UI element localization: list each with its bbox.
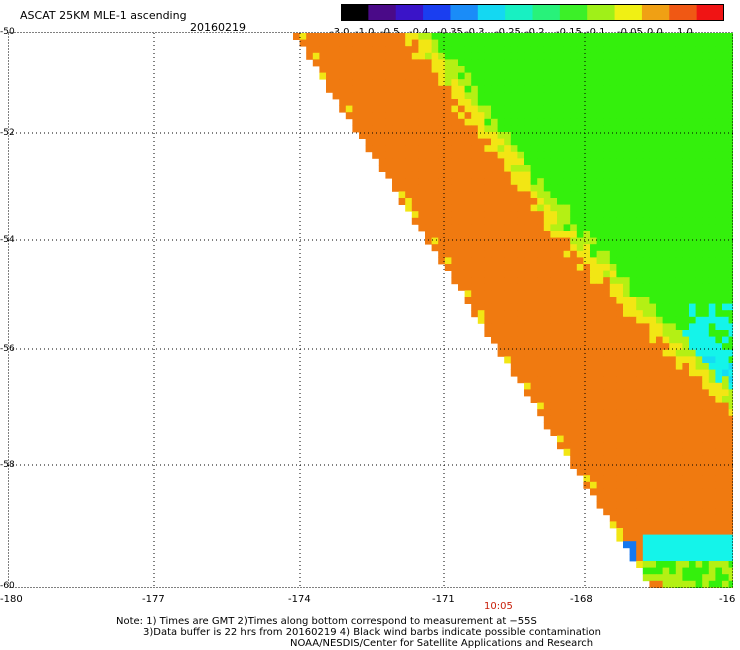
colorbar-tick-label: -0.1: [586, 27, 606, 38]
lon-label-171: -171: [432, 594, 455, 605]
lon-label-174: -174: [288, 594, 311, 605]
colorbar-segment: [368, 4, 397, 21]
colorbar-segment: [587, 4, 616, 21]
lat-label-58: -58: [0, 460, 15, 470]
colorbar-tick-label: -0.3: [465, 27, 485, 38]
note-line-2: 3)Data buffer is 22 hrs from 20160219 4)…: [143, 627, 601, 638]
colorbar-segment: [505, 4, 534, 21]
colorbar-segment: [423, 4, 452, 21]
time-label: 10:05: [484, 601, 513, 612]
colorbar-segment: [477, 4, 506, 21]
colorbar-segment: [532, 4, 561, 21]
lat-label-60: -60: [0, 581, 15, 591]
lon-label-180: -180: [0, 594, 23, 605]
colorbar-tick-label: -1.0: [355, 27, 375, 38]
colorbar-segment: [341, 4, 369, 21]
lon-label-168: -168: [570, 594, 593, 605]
lon-label-165: -16: [719, 594, 736, 605]
colorbar-segment: [614, 4, 643, 21]
colorbar-tick-label: -0.25: [495, 27, 521, 38]
note-line-3: NOAA/NESDIS/Center for Satellite Applica…: [290, 638, 594, 649]
colorbar-tick-label: -0.2: [525, 27, 545, 38]
lat-label-50: -50: [0, 27, 15, 37]
map-frame: [8, 32, 733, 588]
colorbar-frame: [341, 4, 724, 21]
colorbar-tick-label: 0.0: [647, 27, 663, 38]
scatterometer-map: [8, 32, 733, 588]
graticule: [8, 33, 733, 588]
title: ASCAT 25KM MLE-1 ascending: [20, 9, 187, 22]
colorbar-segment: [450, 4, 479, 21]
date-label: 20160219: [190, 21, 246, 34]
note-line-1: Note: 1) Times are GMT 2)Times along bot…: [116, 616, 537, 627]
data-field: [293, 33, 733, 588]
colorbar-tick-label: -0.15: [556, 27, 582, 38]
lon-label-177: -177: [142, 594, 165, 605]
lat-label-54: -54: [0, 235, 15, 245]
colorbar-segment: [696, 4, 724, 21]
colorbar-tick-label: 1.0: [677, 27, 693, 38]
colorbar-tick-label: -3.0: [330, 27, 350, 38]
colorbar-segment: [559, 4, 588, 21]
colorbar-segment: [395, 4, 424, 21]
colorbar-segment: [669, 4, 698, 21]
colorbar-tick-label: -0.4: [409, 27, 429, 38]
colorbar-segment: [641, 4, 670, 21]
lat-label-52: -52: [0, 128, 15, 138]
colorbar: [341, 4, 724, 21]
lat-label-56: -56: [0, 344, 15, 354]
